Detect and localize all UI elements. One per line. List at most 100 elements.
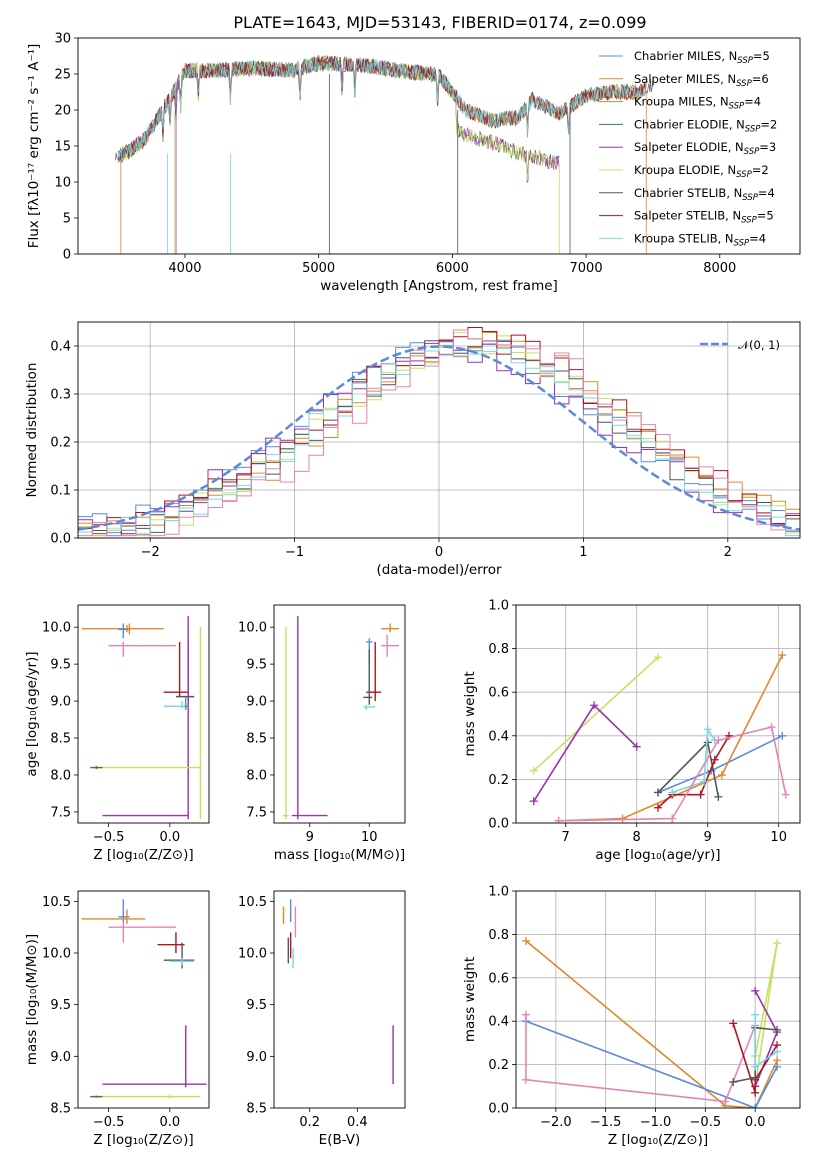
age_vs_mass-panel: 9 10 7.5 8.0 8.5 9.0 9.5 10.0 mass [log₁₀(M/M⊙)]	[238, 604, 406, 863]
residual_histogram-panel: −2 −1 0 1 2 0.0 0.1 0.2 0.3 0.4 (data-model)/error…	[24, 321, 801, 578]
age_vs_Z-ytick-label: 9.0	[50, 695, 71, 710]
massweight_vs_Z-point	[521, 936, 530, 945]
mass_vs_Z-plot-area	[81, 899, 207, 1099]
residual_histogram-xtick-label: −2	[141, 545, 160, 560]
mass_vs_EBV-ytick-label: 9.5	[246, 998, 267, 1013]
massweight_vs_age-xlabel: age [log₁₀(age/yr)]	[595, 847, 720, 863]
residual_histogram-frame	[77, 321, 801, 539]
normal-curve	[78, 345, 800, 531]
massweight_vs_Z-ytick-label: 0.2	[488, 1058, 509, 1073]
spectrum-ytick-label: 5	[63, 212, 71, 227]
massweight_vs_Z-point	[751, 1088, 760, 1097]
mass_vs_Z-ytick-label: 8.5	[50, 1102, 71, 1117]
spectrum-line-8	[117, 55, 647, 163]
massweight_vs_Z-ytick-label: 0.4	[488, 1015, 509, 1030]
spectrum-legend-label: Salpeter STELIB, NSSP=5	[634, 209, 774, 226]
massweight_vs_Z-panel: −2.0 −1.5 −1.0 −0.5 0.0 0.0 0.2 0.4 0.6 0.8 1.0 Z […	[462, 885, 801, 1148]
spectrum-legend: Chabrier MILES, NSSP=5 Salpeter MILES, NS…	[599, 49, 777, 248]
age_vs_mass-frame	[273, 604, 406, 824]
age_vs_mass-ytick-label: 9.0	[246, 695, 267, 710]
residual_histogram-xtick-label: 2	[724, 545, 732, 560]
age_vs_mass-ytick-label: 8.0	[246, 768, 267, 783]
massweight_vs_age-point	[654, 653, 662, 662]
age_vs_mass-plot-area	[282, 616, 400, 820]
age_vs_Z-ytick-label: 7.5	[50, 805, 71, 820]
histogram-series-6	[78, 344, 800, 537]
massweight_vs_age-point	[778, 731, 787, 740]
massweight_vs_age-xtick-label: 8	[633, 830, 641, 845]
massweight_vs_age-point	[781, 790, 790, 799]
mass_vs_EBV-panel: 0.2 0.4 8.5 9.0 9.5 10.0 10.5 E(B-V)	[238, 890, 406, 1148]
massweight_vs_age-point	[618, 814, 627, 823]
age_vs_Z-ylabel: age [log₁₀(age/yr)]	[24, 651, 40, 776]
massweight_vs_age-plot-area	[529, 651, 790, 823]
mass_vs_EBV-frame	[273, 890, 406, 1109]
massweight_vs_Z-point	[729, 1019, 738, 1028]
massweight_vs_age-ytick-label: 0.6	[488, 686, 509, 701]
residual_histogram-ytick-label: 0.2	[50, 436, 71, 451]
mass_vs_EBV-ytick-label: 8.5	[246, 1102, 267, 1117]
massweight_vs_Z-series-1	[525, 1020, 778, 1108]
massweight_vs_Z-point	[773, 1062, 782, 1071]
age_vs_Z-frame	[77, 604, 210, 824]
massweight_vs_age-xtick-label: 10	[770, 830, 787, 845]
age_vs_mass-ytick-label: 10.0	[238, 621, 267, 636]
massweight_vs_Z-point	[751, 1010, 760, 1019]
massweight_vs_age-ytick-label: 0.2	[488, 773, 509, 788]
spectrum-legend-label: Chabrier STELIB, NSSP=4	[634, 186, 775, 203]
residual_histogram-xlabel: (data-model)/error	[376, 562, 502, 578]
spectrum-ytick-label: 25	[54, 68, 71, 83]
age_vs_mass-ytick-label: 8.5	[246, 732, 267, 747]
massweight_vs_Z-point	[773, 939, 782, 948]
spectrum-legend-label: Chabrier ELODIE, NSSP=2	[634, 117, 777, 134]
age_vs_Z-ytick-label: 8.0	[50, 768, 71, 783]
spectrum-ytick-label: 30	[54, 32, 71, 47]
spectrum-panel: 4000 5000 6000 7000 8000 0 5 10 15 20 25 30 waveleng…	[26, 32, 801, 294]
mass_vs_EBV-xtick-label: 0.2	[299, 1115, 320, 1130]
mass_vs_Z-xtick-label: 0.0	[159, 1115, 180, 1130]
massweight_vs_Z-point	[773, 1047, 782, 1056]
massweight_vs_age-point	[767, 723, 776, 732]
age_vs_mass-xtick-label: 9	[306, 830, 314, 845]
massweight_vs_age-ytick-label: 0.4	[488, 729, 509, 744]
massweight_vs_Z-ytick-label: 0.0	[488, 1102, 509, 1117]
age_vs_mass-xtick-label: 10	[361, 830, 378, 845]
mass_vs_Z-ytick-label: 10.5	[42, 895, 71, 910]
massweight_vs_Z-xtick-label: −0.5	[690, 1115, 722, 1130]
massweight_vs_age-point	[725, 731, 733, 740]
histogram-legend: 𝒩(0, 1)	[700, 338, 780, 352]
spectrum-line-5	[118, 55, 560, 181]
residual_histogram-xtick-label: 0	[435, 545, 443, 560]
mass_vs_Z-ytick-label: 9.5	[50, 998, 71, 1013]
mass_vs_Z-ytick-label: 9.0	[50, 1050, 71, 1065]
histogram-legend-label: 𝒩(0, 1)	[738, 338, 780, 352]
massweight_vs_age-point	[654, 803, 662, 812]
mass_vs_Z-xlabel: Z [log₁₀(Z/Z⊙)]	[93, 1132, 193, 1148]
massweight_vs_Z-ylabel: mass weight	[462, 957, 478, 1042]
massweight_vs_Z-point	[521, 1010, 530, 1019]
spectrum-frame	[77, 37, 801, 255]
massweight_vs_Z-point	[751, 1073, 760, 1082]
massweight_vs_Z-point	[773, 1025, 782, 1034]
massweight_vs_Z-series-5	[732, 1023, 778, 1094]
massweight_vs_Z-xtick-label: −2.0	[540, 1115, 572, 1130]
mass_vs_EBV-ytick-label: 10.0	[238, 947, 267, 962]
spectrum-legend-label: Kroupa ELODIE, NSSP=2	[634, 163, 769, 180]
massweight_vs_Z-point	[521, 1075, 530, 1084]
mass_vs_EBV-ytick-label: 9.0	[246, 1050, 267, 1065]
residual_histogram-ytick-label: 0.1	[50, 484, 71, 499]
spectrum-ytick-label: 20	[54, 104, 71, 119]
massweight_vs_Z-xtick-label: −1.0	[640, 1115, 672, 1130]
spectrum-ylabel: Flux [fλ10⁻¹⁷ erg cm⁻² s⁻¹ A⁻¹]	[26, 44, 42, 249]
massweight_vs_age-ytick-label: 0.8	[488, 642, 509, 657]
massweight_vs_Z-xlabel: Z [log₁₀(Z/Z⊙)]	[608, 1132, 708, 1148]
mass_vs_EBV-plot-area	[282, 899, 394, 1085]
massweight_vs_age-point	[703, 725, 712, 734]
mass_vs_Z-xtick-label: −0.5	[93, 1115, 125, 1130]
massweight_vs_Z-plot-area	[521, 936, 782, 1108]
massweight_vs_age-point	[554, 816, 563, 823]
massweight_vs_age-point	[590, 701, 599, 710]
massweight_vs_Z-series-2	[525, 1014, 756, 1103]
spectrum-ytick-label: 10	[54, 176, 71, 191]
